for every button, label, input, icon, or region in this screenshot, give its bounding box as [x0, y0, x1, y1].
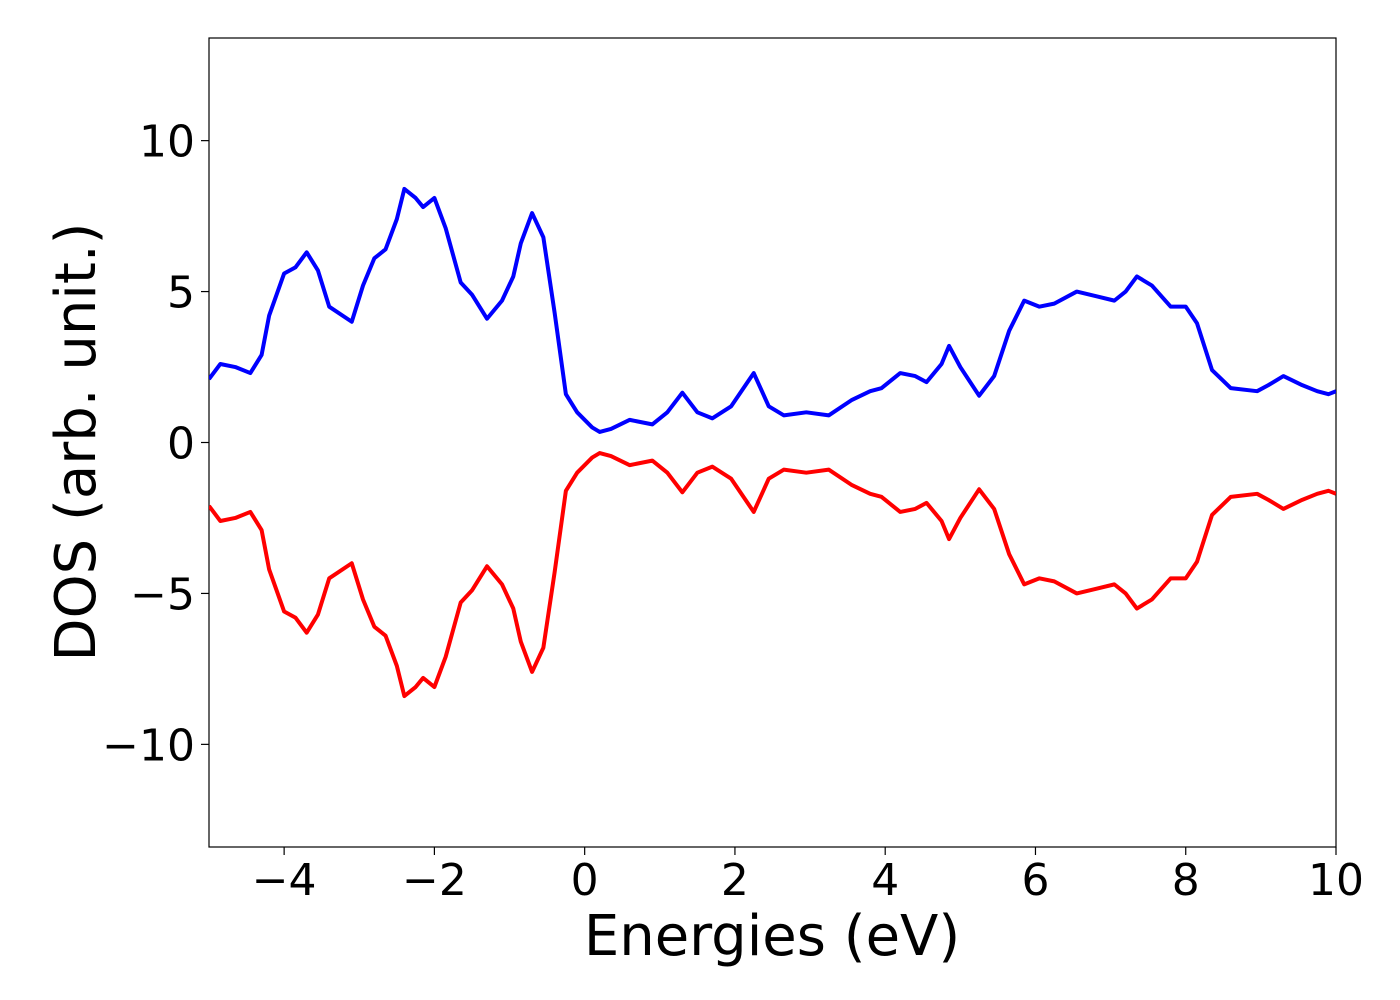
x-tick-label: 8	[1172, 855, 1200, 906]
y-tick-label: 0	[167, 419, 195, 470]
x-tick-label: 0	[571, 855, 599, 906]
x-tick-label: 4	[871, 855, 899, 906]
x-tick-label: −4	[252, 855, 317, 906]
series-line	[209, 186, 1336, 434]
y-axis-label: DOS (arb. unit.)	[44, 222, 109, 661]
x-axis-label: Energies (eV)	[584, 904, 960, 969]
y-tick-label: 5	[167, 268, 195, 319]
y-tick-label: −5	[130, 569, 195, 620]
y-tick-label: −10	[102, 720, 195, 771]
x-tick-label: 6	[1021, 855, 1049, 906]
series-line	[209, 451, 1336, 699]
x-tick-label: 2	[721, 855, 749, 906]
plot-frame	[208, 37, 1337, 848]
x-tick-label: −2	[402, 855, 467, 906]
x-tick-label: 10	[1308, 855, 1364, 906]
y-tick-label: 10	[139, 117, 195, 168]
